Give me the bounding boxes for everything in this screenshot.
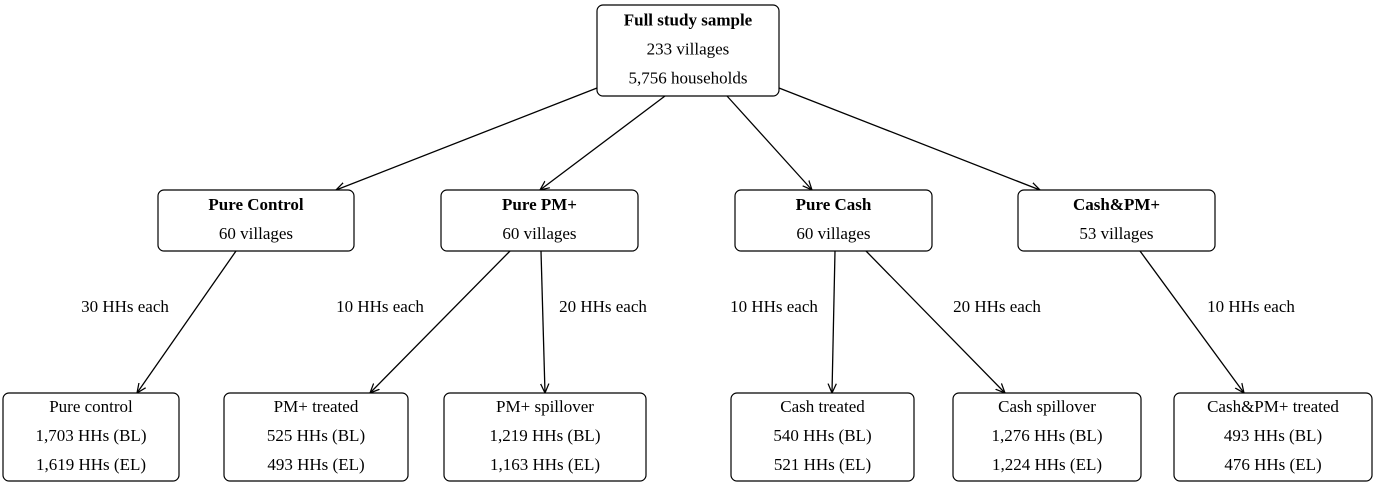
arrow	[541, 250, 545, 393]
node: Full study sample 233 villages 5,756 house…	[596, 4, 780, 97]
node-title: Cash&PM+ treated	[1207, 397, 1339, 416]
node-box	[2, 392, 180, 482]
arrow	[726, 95, 812, 190]
edge-label: 10 HHs each	[336, 297, 424, 316]
node-title: PM+ spillover	[496, 397, 594, 416]
node: Cash&PM+ 53 villages	[1017, 189, 1216, 252]
node: Cash spillover 1,276 HHs (BL) 1,224 HHs (E…	[952, 392, 1142, 482]
node-title: Full study sample	[624, 10, 753, 29]
node-box	[223, 392, 409, 482]
node-title: Cash&PM+	[1073, 195, 1160, 214]
node-text: 1,163 HHs (EL)	[490, 455, 600, 474]
arrow	[540, 95, 666, 190]
node: Pure PM+ 60 villages	[440, 189, 639, 252]
node: Pure Cash 60 villages	[734, 189, 933, 252]
node-title: Pure control	[49, 397, 133, 416]
edge-label: 20 HHs each	[559, 297, 647, 316]
node-title: PM+ treated	[274, 397, 359, 416]
node-text: 525 HHs (BL)	[267, 426, 365, 445]
node-box	[157, 189, 355, 252]
node-text: 493 HHs (BL)	[1224, 426, 1322, 445]
node-text: 476 HHs (EL)	[1224, 455, 1321, 474]
node-title: Pure PM+	[502, 195, 577, 214]
node-box	[596, 4, 780, 97]
node-box	[1173, 392, 1373, 482]
node-title: Cash spillover	[998, 397, 1096, 416]
node-title: Pure Cash	[796, 195, 872, 214]
node: Pure Control 60 villages	[157, 189, 355, 252]
arrow	[778, 87, 1040, 190]
arrow	[832, 250, 835, 393]
node-box	[443, 392, 647, 482]
node-box	[440, 189, 639, 252]
node-text: 60 villages	[796, 224, 870, 243]
node-text: 1,276 HHs (BL)	[992, 426, 1103, 445]
node-box	[730, 392, 915, 482]
node-title: Pure Control	[208, 195, 304, 214]
node-text: 1,224 HHs (EL)	[992, 455, 1102, 474]
edge-label: 10 HHs each	[1207, 297, 1295, 316]
node-text: 1,703 HHs (BL)	[36, 426, 147, 445]
node-box	[952, 392, 1142, 482]
node-text: 233 villages	[647, 39, 730, 58]
arrow	[865, 250, 1005, 393]
edge-label: 20 HHs each	[953, 297, 1041, 316]
node: PM+ treated 525 HHs (BL) 493 HHs (EL)	[223, 392, 409, 482]
arrow	[1139, 250, 1244, 393]
node-title: Cash treated	[780, 397, 865, 416]
node-text: 60 villages	[502, 224, 576, 243]
edge-label: 10 HHs each	[730, 297, 818, 316]
node: Pure control 1,703 HHs (BL) 1,619 HHs (EL)	[2, 392, 180, 482]
node: PM+ spillover 1,219 HHs (BL) 1,163 HHs (EL…	[443, 392, 647, 482]
node-text: 53 villages	[1079, 224, 1153, 243]
arrow	[370, 250, 511, 393]
node-text: 521 HHs (EL)	[774, 455, 871, 474]
node-text: 5,756 households	[629, 68, 748, 87]
arrows	[137, 87, 1244, 393]
node-box	[1017, 189, 1216, 252]
node: Cash&PM+ treated 493 HHs (BL) 476 HHs (EL)	[1173, 392, 1373, 482]
node: Cash treated 540 HHs (BL) 521 HHs (EL)	[730, 392, 915, 482]
node-text: 1,219 HHs (BL)	[490, 426, 601, 445]
node-box	[734, 189, 933, 252]
node-text: 493 HHs (EL)	[267, 455, 364, 474]
arrow	[336, 87, 598, 190]
arrow	[137, 250, 237, 393]
node-text: 540 HHs (BL)	[773, 426, 871, 445]
node-text: 1,619 HHs (EL)	[36, 455, 146, 474]
edge-label: 30 HHs each	[81, 297, 169, 316]
node-text: 60 villages	[219, 224, 293, 243]
